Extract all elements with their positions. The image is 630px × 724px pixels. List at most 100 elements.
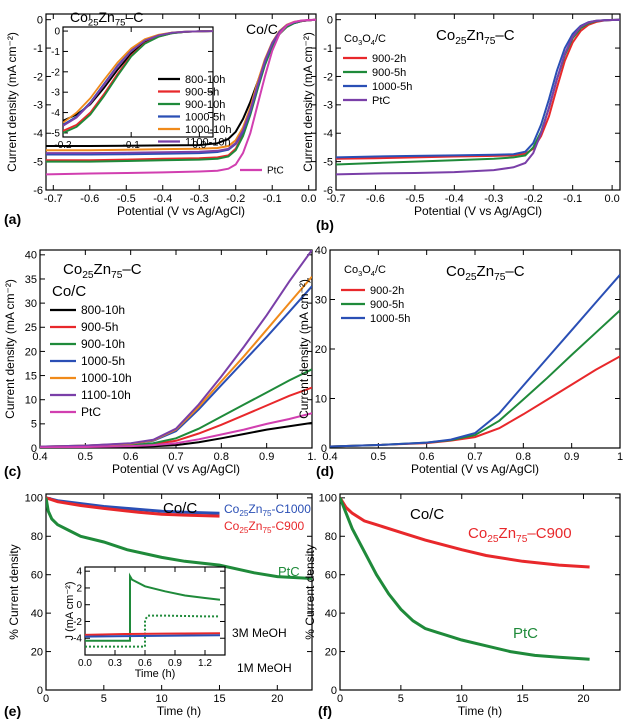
- text-part: 75: [484, 36, 496, 47]
- y-tick-label: -1: [33, 43, 43, 55]
- y-tick-label: -6: [33, 185, 43, 197]
- legend-label: 1100-10h: [81, 388, 131, 402]
- legend-label: PtC: [267, 166, 284, 177]
- legend-label: 900-5h: [185, 86, 219, 98]
- legend-label: 1000-5h: [372, 81, 412, 93]
- x-tick-label: 1.2: [198, 658, 212, 669]
- text-part: Co: [446, 263, 465, 280]
- x-tick-label: 0: [337, 693, 343, 705]
- x-axis-label: Potential (V vs Ag/AgCl): [112, 462, 240, 476]
- inset-y-label: J (mA cm⁻²): [64, 582, 76, 641]
- x-tick-label: -0.1: [263, 193, 282, 205]
- x-axis-label: Potential (V vs Ag/AgCl): [117, 204, 245, 218]
- text-part: –C: [495, 27, 514, 44]
- text-part: /C: [375, 33, 386, 45]
- y-axis-label: % Current density: [303, 544, 317, 639]
- x-axis-label: Potential (V vs Ag/AgCl): [414, 204, 542, 218]
- y-tick-label: 100: [319, 493, 337, 505]
- x-tick-label: 0.5: [78, 451, 93, 463]
- legend-label: 900-5h: [372, 67, 406, 79]
- x-tick-label: -0.2: [54, 140, 72, 151]
- legend-label: 1000-5h: [185, 111, 225, 123]
- y-tick-label: -1: [323, 43, 333, 55]
- y-tick-label: 4: [76, 567, 82, 578]
- text-part: Zn: [248, 519, 262, 533]
- text-part: 75: [111, 270, 123, 281]
- y-tick-label: 2: [76, 583, 82, 594]
- text-part: Co: [344, 264, 358, 276]
- x-tick-label: 0.3: [108, 658, 122, 669]
- legend-label: 1000-10h: [81, 371, 132, 385]
- legend-title: Co3O4/C: [344, 33, 386, 47]
- text-part: 25: [455, 36, 467, 47]
- y-tick-label: -2: [51, 67, 60, 78]
- y-tick-label: 0: [331, 685, 337, 697]
- text-part: Co: [224, 502, 240, 516]
- panel-label: (a): [4, 211, 21, 227]
- y-axis-label: Current density (mA cm⁻²): [301, 32, 315, 172]
- y-tick-label: 30: [315, 294, 327, 306]
- legend: 800-10h 900-5h 900-10h 1000-5h 1000-10h 1100-…: [50, 303, 132, 419]
- text-part: –C: [505, 263, 524, 280]
- text-part: 75: [115, 18, 126, 29]
- panel-title: Co25Zn75–C: [446, 263, 525, 283]
- y-tick-label: -6: [323, 185, 333, 197]
- text-part: 25: [82, 270, 94, 281]
- y-tick-label: 20: [325, 646, 337, 658]
- y-tick-label: -3: [323, 100, 333, 112]
- panel-title: Co25Zn75–C: [436, 27, 515, 47]
- y-tick-label: 0: [54, 27, 60, 38]
- legend-label: 900-5h: [370, 299, 404, 311]
- annotation-coc: Co/C: [163, 500, 197, 517]
- series-line-co-1m: [85, 635, 220, 636]
- x-tick-label: 1.: [307, 451, 316, 463]
- x-tick-label: 0.9: [259, 451, 274, 463]
- annotation-coc: Co/C: [410, 506, 444, 523]
- inset-annotation-1m: 1M MeOH: [237, 661, 292, 675]
- panel-label: (e): [4, 703, 21, 719]
- x-tick-label: -0.1: [563, 193, 582, 205]
- y-tick-label: 20: [25, 346, 37, 358]
- y-tick-label: 30: [25, 298, 37, 310]
- y-tick-label: 35: [25, 274, 37, 286]
- x-tick-label: 0.0: [78, 658, 92, 669]
- text-part: –C: [122, 261, 141, 278]
- text-part: 75: [516, 534, 528, 545]
- y-tick-label: -2: [323, 71, 333, 83]
- x-tick-label: 0.9: [564, 451, 579, 463]
- series-line-ptc: [340, 498, 590, 660]
- x-tick-label: -0.6: [366, 193, 385, 205]
- legend-label: PtC: [372, 95, 390, 107]
- series-label-ptc: PtC: [278, 564, 300, 579]
- y-tick-label: -4: [33, 128, 43, 140]
- y-tick-label: 5: [31, 419, 37, 431]
- y-tick-label: 10: [25, 395, 37, 407]
- text-part: -C1000: [272, 502, 312, 516]
- panel-label: (f): [318, 703, 332, 719]
- text-part: Co: [63, 261, 82, 278]
- legend-label: 800-10h: [81, 303, 125, 317]
- series-label-c1000: Co25Zn75-C1000: [224, 502, 311, 518]
- legend-label: 1000-5h: [81, 354, 125, 368]
- y-axis-label: % Current density: [7, 544, 21, 639]
- inset-annotation-3m: 3M MeOH: [232, 626, 287, 640]
- legend-label: 1000-10h: [185, 124, 232, 136]
- x-tick-label: 15: [516, 693, 528, 705]
- y-tick-label: 0: [37, 15, 43, 27]
- y-tick-label: -4: [51, 108, 60, 119]
- text-part: Zn: [499, 525, 517, 542]
- y-tick-label: 40: [315, 245, 327, 257]
- y-tick-label: -5: [323, 156, 333, 168]
- text-part: 25: [88, 18, 99, 29]
- legend-label: 800-10h: [185, 74, 225, 86]
- x-tick-label: 20: [271, 693, 283, 705]
- y-tick-label: -3: [51, 88, 60, 99]
- x-tick-label: 1: [617, 451, 623, 463]
- x-tick-label: 0.0: [301, 193, 316, 205]
- legend-label: 900-2h: [372, 53, 406, 65]
- text-part: 75: [494, 272, 506, 283]
- x-tick-label: 5: [398, 693, 404, 705]
- x-tick-label: 0.0: [604, 193, 619, 205]
- text-part: /C: [375, 264, 386, 276]
